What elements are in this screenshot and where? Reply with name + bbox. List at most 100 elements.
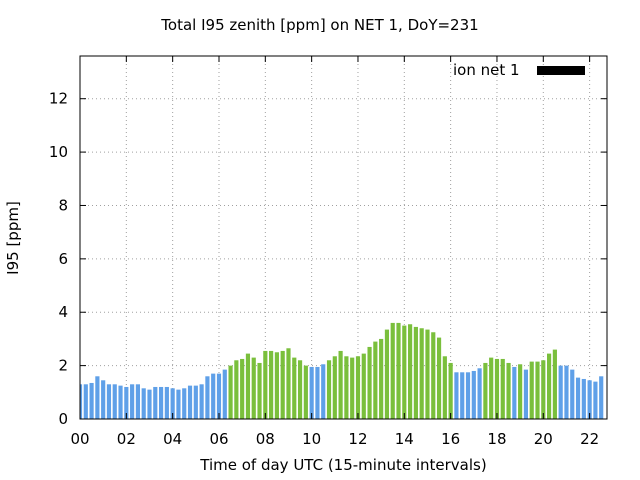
bar (326, 360, 332, 419)
legend-swatch (537, 66, 585, 75)
bar (506, 362, 511, 419)
y-axis-label: I95 [ppm] (4, 201, 22, 275)
bar (575, 377, 581, 419)
bar (216, 373, 222, 419)
bar (558, 365, 563, 419)
bar (564, 365, 569, 419)
bar (512, 366, 517, 419)
bar (112, 384, 117, 419)
bar (332, 356, 337, 419)
bar (408, 324, 413, 419)
bar (460, 372, 465, 419)
bar (471, 370, 476, 419)
y-tick-label: 8 (58, 196, 68, 214)
bar (153, 386, 158, 419)
bar (396, 322, 401, 419)
bar (361, 353, 366, 419)
bar (158, 386, 164, 419)
bar (135, 384, 140, 419)
bar (95, 376, 100, 419)
bar (315, 366, 320, 419)
y-tick-label: 10 (49, 143, 68, 161)
x-tick-label: 20 (534, 430, 553, 448)
y-tick-label: 0 (58, 410, 68, 428)
bar (245, 353, 251, 419)
x-axis-label: Time of day UTC (15-minute intervals) (200, 456, 487, 474)
x-tick-label: 06 (209, 430, 228, 448)
bar (89, 382, 94, 419)
bar (106, 384, 112, 419)
bar (465, 372, 471, 419)
bar (535, 361, 540, 419)
bar (344, 356, 349, 419)
bar (477, 368, 482, 419)
bar (570, 369, 575, 419)
bar (523, 369, 529, 419)
bar (80, 384, 83, 419)
bar (390, 322, 395, 419)
bar (529, 361, 534, 419)
x-tick-label: 08 (256, 430, 275, 448)
bar (130, 384, 135, 419)
bar (425, 329, 430, 419)
bar (240, 358, 245, 419)
bar (547, 353, 552, 419)
bar (442, 356, 447, 419)
bar (205, 376, 210, 419)
bar (251, 357, 256, 419)
bar (292, 357, 297, 419)
bar (170, 388, 175, 419)
bar (436, 337, 442, 419)
bar (263, 350, 268, 419)
bar (274, 352, 279, 419)
bar (552, 349, 557, 419)
bar (402, 325, 407, 419)
bar (350, 357, 355, 419)
x-tick-label: 22 (580, 430, 599, 448)
bar (118, 385, 123, 419)
bars-layer (80, 322, 604, 419)
bar (500, 358, 505, 419)
bar (101, 380, 106, 419)
legend-label: ion net 1 (453, 61, 520, 79)
x-tick-label: 02 (117, 430, 136, 448)
bar (379, 338, 384, 419)
ticks-layer (79, 56, 607, 420)
bar (431, 332, 436, 419)
bar (419, 328, 424, 419)
bar (269, 350, 274, 419)
x-tick-label: 00 (70, 430, 89, 448)
y-tick-label: 4 (58, 303, 68, 321)
bar (413, 326, 418, 419)
bar (581, 378, 586, 419)
bar (494, 358, 500, 419)
bar (297, 360, 303, 419)
bar (222, 369, 227, 419)
bar (321, 364, 326, 419)
y-tick-label: 12 (49, 90, 68, 108)
bar (257, 362, 262, 419)
bar (367, 346, 372, 419)
bar (454, 372, 459, 419)
bar (182, 388, 187, 419)
bar (286, 348, 291, 419)
bar (193, 385, 198, 419)
bar (280, 350, 285, 419)
bar (124, 386, 129, 419)
x-tick-label: 18 (487, 430, 506, 448)
bar (541, 360, 546, 419)
bar (164, 386, 169, 419)
bar (599, 376, 604, 419)
y-tick-label: 6 (58, 250, 68, 268)
x-tick-label: 04 (163, 430, 182, 448)
chart-title: Total I95 zenith [ppm] on NET 1, DoY=231 (161, 16, 479, 34)
bar (483, 362, 488, 419)
bar (518, 364, 523, 419)
bar (338, 350, 343, 419)
grid-layer (80, 56, 607, 419)
bar (147, 389, 152, 419)
bar (187, 385, 193, 419)
bar (355, 356, 361, 419)
